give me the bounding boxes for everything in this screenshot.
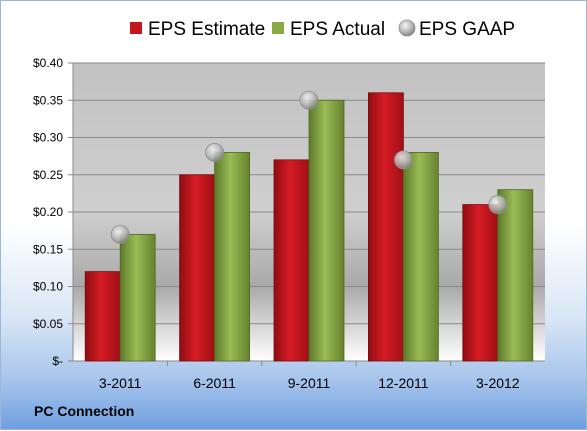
bar-eps-actual: [497, 189, 534, 362]
marker-eps-gaap: [393, 150, 413, 170]
bar-eps-actual: [119, 233, 156, 362]
y-tick-label: $-: [52, 354, 63, 368]
bar-eps-actual: [214, 151, 251, 362]
x-tick-label: 3-2012: [476, 375, 520, 391]
y-tick-label: $0.10: [33, 280, 63, 294]
legend-estimate-swatch: [130, 22, 142, 34]
bar-eps-estimate: [462, 204, 499, 362]
plot-area: $- $0.05 $0.10 $0.15 $0.20 $0.25 $0.30 $0.35 $0.…: [33, 56, 545, 391]
x-tick-label: 3-2011: [99, 375, 142, 391]
x-tick-label: 6-2011: [193, 375, 236, 391]
legend-gaap-label: EPS GAAP: [419, 19, 515, 40]
y-tick-label: $0.35: [33, 93, 63, 107]
bar-eps-actual: [402, 151, 439, 362]
y-tick-label: $0.25: [33, 168, 63, 182]
marker-eps-gaap: [205, 142, 225, 162]
bar-eps-estimate: [84, 271, 121, 362]
bar-eps-estimate: [273, 159, 310, 362]
x-tick-label: 9-2011: [288, 375, 331, 391]
legend-estimate-label: EPS Estimate: [148, 19, 265, 40]
y-tick-label: $0.40: [33, 56, 63, 70]
marker-eps-gaap: [488, 195, 508, 214]
legend-gaap-swatch: [398, 19, 416, 37]
bar-eps-actual: [308, 99, 345, 362]
legend-actual-swatch: [272, 22, 284, 34]
bar-eps-estimate: [367, 92, 404, 362]
company-name: PC Connection: [34, 403, 135, 419]
y-tick-label: $0.05: [33, 317, 63, 331]
x-tick-label: 12-2011: [378, 375, 429, 391]
marker-eps-gaap: [110, 224, 130, 244]
y-tick-label: $0.20: [33, 205, 63, 219]
bar-eps-estimate: [179, 174, 216, 362]
legend-actual-label: EPS Actual: [290, 19, 385, 40]
legend: EPS Estimate EPS Actual EPS GAAP: [130, 19, 515, 40]
y-tick-label: $0.15: [33, 242, 63, 256]
y-tick-label: $0.30: [33, 131, 63, 145]
marker-eps-gaap: [299, 90, 319, 110]
